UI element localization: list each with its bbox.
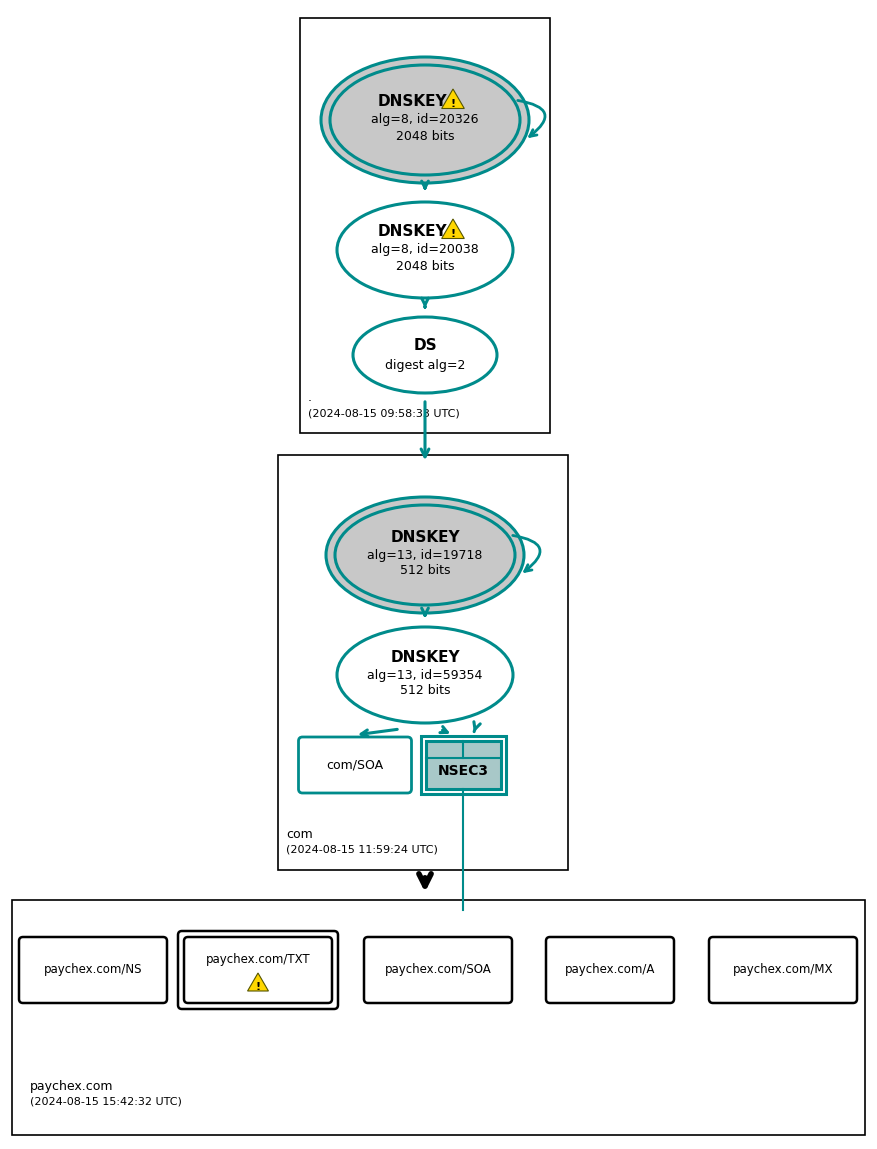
Text: paychex.com/NS: paychex.com/NS [44,964,142,977]
Ellipse shape [330,65,520,175]
FancyArrowPatch shape [517,100,545,137]
Text: paychex.com: paychex.com [30,1080,113,1093]
Text: paychex.com/TXT: paychex.com/TXT [206,954,310,966]
Text: com: com [286,828,313,841]
Text: com/SOA: com/SOA [326,758,383,771]
Text: alg=13, id=59354: alg=13, id=59354 [367,669,482,681]
Ellipse shape [335,506,515,606]
Text: (2024-08-15 11:59:24 UTC): (2024-08-15 11:59:24 UTC) [286,845,438,855]
Text: alg=13, id=19718: alg=13, id=19718 [367,548,482,562]
FancyBboxPatch shape [546,936,674,1003]
Text: DS: DS [413,338,437,353]
FancyArrowPatch shape [513,535,540,571]
Polygon shape [442,88,464,108]
Text: paychex.com/SOA: paychex.com/SOA [385,964,491,977]
FancyBboxPatch shape [709,936,857,1003]
Text: !: ! [451,230,455,239]
Ellipse shape [353,317,497,393]
Text: DNSKEY: DNSKEY [377,224,446,239]
Text: !: ! [255,982,260,992]
FancyBboxPatch shape [364,936,512,1003]
Text: 2048 bits: 2048 bits [396,130,454,142]
Text: 512 bits: 512 bits [400,564,450,578]
Ellipse shape [321,57,529,183]
Text: alg=8, id=20038: alg=8, id=20038 [371,244,479,256]
Ellipse shape [337,627,513,723]
Text: DNSKEY: DNSKEY [390,649,460,664]
Text: alg=8, id=20326: alg=8, id=20326 [371,114,479,126]
Polygon shape [247,973,268,990]
Bar [12,900,865,1135]
FancyBboxPatch shape [19,936,167,1003]
Text: DNSKEY: DNSKEY [377,94,446,109]
FancyBboxPatch shape [425,741,501,789]
Text: paychex.com/MX: paychex.com/MX [733,964,833,977]
Text: (2024-08-15 15:42:32 UTC): (2024-08-15 15:42:32 UTC) [30,1097,182,1106]
Text: DNSKEY: DNSKEY [390,530,460,545]
Ellipse shape [337,202,513,298]
Polygon shape [442,219,464,239]
Text: .: . [308,391,312,404]
Ellipse shape [326,498,524,614]
Bar [300,18,550,433]
Text: 2048 bits: 2048 bits [396,260,454,272]
Text: (2024-08-15 09:58:33 UTC): (2024-08-15 09:58:33 UTC) [308,408,460,418]
FancyBboxPatch shape [298,737,411,793]
FancyBboxPatch shape [184,936,332,1003]
Bar [278,455,568,870]
Text: digest alg=2: digest alg=2 [385,358,465,371]
Text: !: ! [451,99,455,109]
Text: NSEC3: NSEC3 [438,764,488,778]
Text: paychex.com/A: paychex.com/A [565,964,655,977]
Text: 512 bits: 512 bits [400,685,450,697]
